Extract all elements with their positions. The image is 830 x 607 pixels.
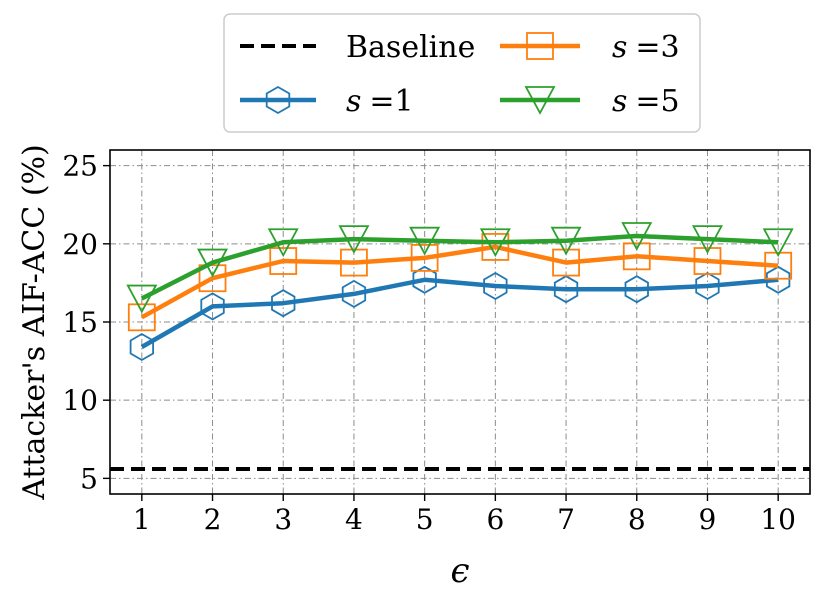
data-point (695, 271, 720, 301)
x-tick-label: 9 (699, 503, 717, 536)
y-axis-label: Attacker's AIF-ACC (%) (17, 144, 52, 501)
legend-marker (524, 86, 556, 115)
y-tick-label: 10 (62, 384, 98, 417)
data-point (412, 265, 437, 294)
data-point (198, 264, 227, 293)
x-axis-label: ϵ (450, 551, 469, 591)
legend-label-var: s (612, 84, 627, 119)
x-tick-label: 4 (345, 503, 363, 536)
x-tick-label: 6 (486, 503, 504, 536)
legend-entry-1: s =3 (500, 30, 680, 65)
data-point (483, 271, 508, 301)
data-point (269, 247, 298, 275)
legend-entry-0: s =1 (240, 84, 414, 119)
data-point (127, 303, 156, 332)
series-line (140, 277, 779, 349)
data-point (621, 222, 653, 251)
y-tick-label: 25 (62, 150, 98, 183)
data-point (267, 228, 299, 258)
legend-label: s =3 (612, 30, 680, 65)
data-point (622, 242, 651, 271)
data-point (126, 284, 158, 314)
series-line (140, 233, 779, 301)
y-tick-label: 5 (80, 462, 98, 495)
legend-label-var: s (346, 84, 361, 119)
data-point (762, 228, 794, 258)
axis-ticks: 1 2 3 4 5 6 7 8 9 10 5 10 15 20 25 (62, 150, 796, 536)
legend-box (223, 13, 701, 133)
y-tick-label: 15 (62, 306, 98, 339)
legend-baseline-label: Baseline (346, 30, 475, 65)
data-point (766, 265, 791, 294)
data-point (197, 248, 229, 278)
legend-label-eq: =5 (635, 84, 679, 119)
data-point (410, 243, 439, 272)
grid-lines (110, 150, 810, 494)
legend-marker (265, 85, 291, 115)
legend-label-eq: =1 (369, 84, 413, 119)
x-tick-label: 3 (274, 503, 292, 536)
legend-entry-2: s =5 (500, 84, 680, 119)
data-point (200, 292, 225, 321)
legend-marker (526, 32, 554, 60)
data-point (693, 247, 722, 275)
x-tick-label: 8 (628, 503, 646, 536)
data-point (552, 248, 580, 277)
series-line (140, 244, 779, 320)
data-point (409, 226, 441, 256)
data-point (550, 226, 582, 256)
legend-label-eq: =3 (635, 30, 679, 65)
data-point (481, 233, 510, 261)
x-tick-label: 2 (204, 503, 222, 536)
series-2 (126, 222, 794, 314)
data-point (340, 248, 368, 277)
x-tick-label: 7 (557, 503, 575, 536)
series-1 (127, 233, 793, 332)
data-point (338, 225, 370, 255)
data-series (126, 222, 794, 362)
data-point (764, 251, 793, 280)
data-point (271, 289, 296, 318)
data-point (479, 228, 511, 258)
legend-label: s =5 (612, 84, 680, 119)
data-point (691, 225, 723, 255)
x-tick-label: 5 (416, 503, 434, 536)
y-tick-label: 20 (62, 228, 98, 261)
data-point (624, 275, 649, 304)
x-tick-label: 1 (133, 503, 151, 536)
legend-label: s =1 (346, 84, 414, 119)
x-tick-label: 10 (760, 503, 796, 536)
data-point (341, 279, 367, 308)
legend-label-var: s (612, 30, 627, 65)
data-point (129, 332, 155, 362)
series-0 (129, 265, 791, 362)
